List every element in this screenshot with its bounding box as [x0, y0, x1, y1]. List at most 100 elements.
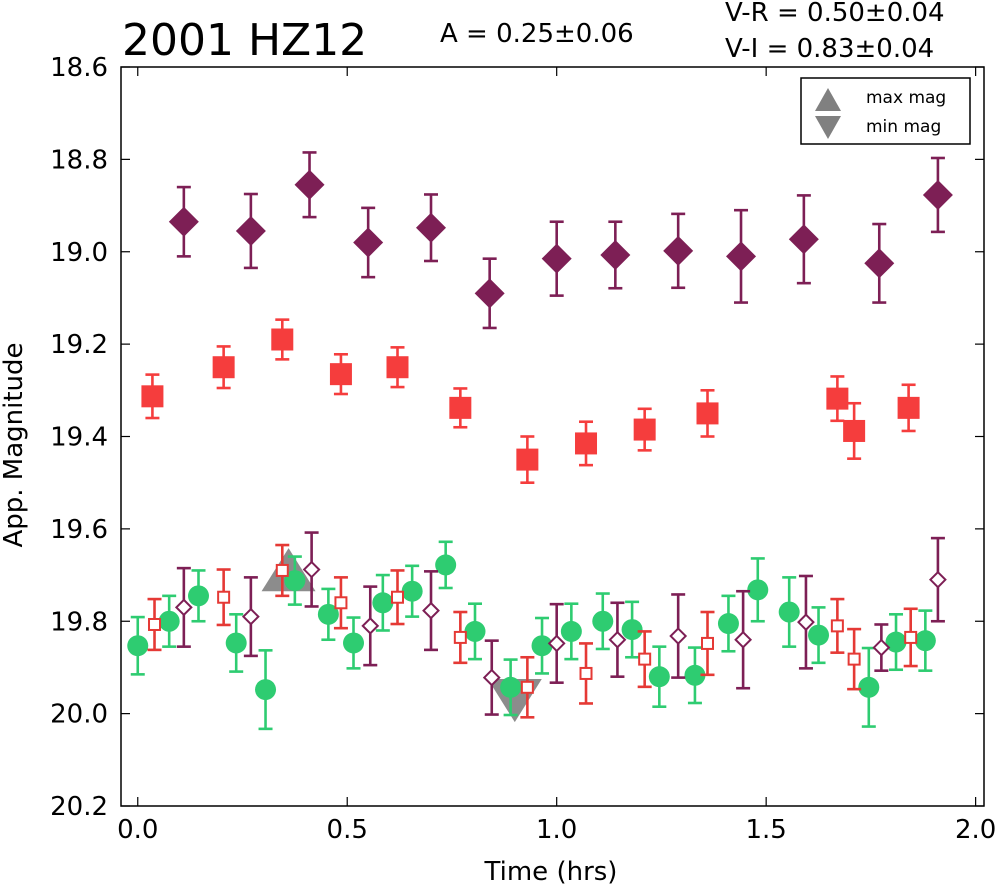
y-axis-label: App. Magnitude [0, 342, 29, 547]
data-point-open-diamond [482, 668, 501, 687]
y-tick-label: 18.6 [50, 53, 108, 83]
data-point-diamond [864, 248, 895, 279]
data-point-diamond [600, 239, 631, 270]
data-point-square [516, 448, 539, 471]
data-point-circle [317, 603, 339, 625]
data-point-open-square [390, 590, 404, 604]
data-point-diamond [663, 235, 694, 266]
data-point-square [271, 328, 294, 351]
data-point-open-diamond [302, 560, 321, 579]
data-point-open-square [275, 563, 289, 577]
data-point-open-diamond [241, 607, 260, 626]
data-point-open-diamond [929, 570, 947, 589]
y-tick-label: 19.6 [50, 515, 108, 545]
data-point-open-diamond [797, 613, 815, 632]
y-tick-label: 18.8 [50, 145, 108, 175]
y-tick-label: 19.2 [50, 330, 108, 360]
data-point-circle [284, 570, 306, 592]
x-tick-label: 0.5 [327, 815, 368, 845]
data-point-square [386, 356, 409, 379]
data-point-open-square [701, 636, 715, 650]
data-point-circle [914, 630, 936, 652]
data-point-square [696, 402, 719, 425]
data-point-open-square [520, 680, 534, 694]
data-point-circle [225, 632, 247, 654]
data-point-open-diamond [608, 630, 627, 649]
data-point-circle [808, 624, 830, 646]
data-point-circle [747, 579, 769, 601]
data-point-diamond [922, 179, 953, 210]
data-point-open-diamond [361, 616, 380, 635]
data-point-circle [592, 610, 614, 632]
data-point-open-diamond [872, 638, 891, 657]
legend-min-mag-label: min mag [866, 117, 941, 137]
data-point-diamond [235, 215, 266, 246]
data-point-circle [621, 619, 643, 641]
legend-min-mag-icon [815, 116, 841, 139]
data-point-open-diamond [669, 627, 688, 645]
data-point-diamond [168, 206, 199, 237]
data-point-square [575, 432, 598, 455]
data-point-diamond [726, 241, 757, 272]
data-point-open-square [148, 617, 162, 631]
data-point-open-diamond [422, 601, 440, 620]
data-point-circle [500, 676, 522, 698]
data-point-open-diamond [174, 598, 193, 617]
y-tick-label: 20.0 [50, 700, 108, 730]
vr-color-annotation: V-R = 0.50±0.04 [725, 0, 945, 28]
x-axis-label: Time (hrs) [484, 857, 618, 887]
data-point-open-square [579, 666, 593, 680]
data-point-circle [158, 610, 180, 632]
y-tick-label: 20.2 [50, 792, 108, 822]
data-point-open-square [334, 596, 348, 610]
data-point-circle [778, 601, 800, 623]
x-tick-label: 2.0 [955, 815, 996, 845]
vi-color-annotation: V-I = 0.83±0.04 [725, 34, 934, 64]
data-point-circle [188, 585, 210, 607]
data-point-circle [464, 620, 486, 642]
data-point-open-diamond [547, 634, 566, 653]
data-point-diamond [353, 227, 384, 258]
data-point-diamond [788, 224, 819, 255]
legend-max-mag-label: max mag [866, 88, 946, 108]
data-point-circle [717, 613, 739, 635]
series-3 [147, 543, 918, 719]
data-point-square [633, 418, 656, 441]
data-marks [127, 151, 953, 731]
data-point-circle [858, 676, 880, 698]
data-point-circle [372, 592, 394, 614]
x-tick-label: 0.0 [117, 815, 158, 845]
y-tick-label: 19.0 [50, 238, 108, 268]
data-point-diamond [474, 278, 505, 309]
data-point-square [141, 385, 164, 408]
data-point-open-square [217, 590, 231, 604]
series-0 [168, 151, 953, 330]
legend-max-mag-icon [815, 88, 841, 111]
data-point-open-square [830, 619, 844, 633]
data-point-square [212, 356, 235, 379]
y-tick-label: 19.4 [50, 423, 108, 453]
data-point-circle [684, 664, 706, 686]
data-point-diamond [416, 212, 447, 243]
data-point-open-square [847, 652, 861, 666]
axis-ticks: 0.0 0.5 1.0 1.5 2.0 18.6 18.8 19.0 19.2 19.4 19.6 1… [50, 53, 996, 845]
series-4 [174, 531, 947, 716]
series-1 [141, 318, 920, 484]
series-2 [127, 540, 936, 731]
data-point-square [843, 419, 866, 442]
data-point-square [897, 396, 920, 419]
data-point-diamond [541, 243, 572, 274]
x-tick-label: 1.0 [536, 815, 577, 845]
data-point-circle [401, 580, 423, 602]
data-point-circle [343, 632, 365, 654]
data-point-square [449, 396, 472, 419]
legend: max mag min mag [800, 77, 971, 145]
data-point-circle [648, 666, 670, 688]
data-point-open-square [904, 630, 918, 644]
data-point-circle [885, 631, 907, 653]
data-point-open-square [638, 652, 652, 666]
amplitude-annotation: A = 0.25±0.06 [440, 19, 634, 49]
x-tick-label: 1.5 [745, 815, 786, 845]
data-point-open-square [453, 630, 467, 644]
